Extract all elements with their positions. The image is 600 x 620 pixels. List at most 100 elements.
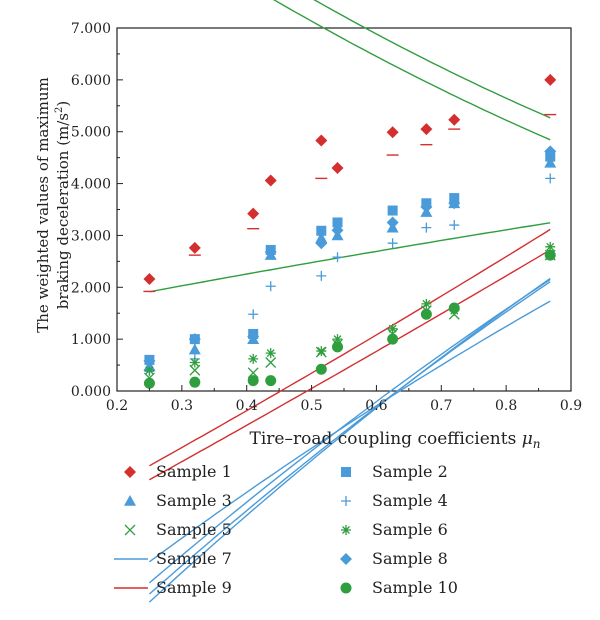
data-point-sample-6 (316, 346, 327, 357)
legend-item-sample-4: Sample 4 (341, 491, 448, 510)
fit-curve (148, 277, 551, 603)
data-point-sample-8 (247, 330, 260, 343)
y-tick-label: 0.000 (71, 384, 111, 400)
legend-marker (341, 525, 351, 535)
data-point-sample-8 (386, 216, 399, 229)
data-point-sample-4 (449, 220, 460, 231)
data-point-sample-10 (332, 341, 344, 353)
legend-label: Sample 3 (156, 491, 232, 510)
data-point-sample-10 (544, 249, 556, 261)
data-point-sample-6 (387, 323, 398, 334)
x-tick-label: 0.2 (106, 398, 128, 414)
data-point-sample-6 (421, 298, 432, 309)
x-tick-label: 0.7 (430, 398, 452, 414)
data-point-sample-1 (143, 272, 156, 285)
data-point-sample-8 (264, 246, 277, 259)
legend-label: Sample 8 (372, 549, 448, 568)
data-point-sample-8 (331, 224, 344, 237)
data-point-sample-1 (448, 113, 461, 126)
data-point-sample-1 (188, 241, 201, 254)
legend-marker (341, 496, 351, 506)
legend-label: Sample 4 (372, 491, 448, 510)
y-tick-label: 5.000 (71, 125, 111, 141)
x-axis-title-text: Tire–road coupling coefficients (250, 429, 517, 449)
legend-item-sample-2: Sample 2 (341, 462, 448, 481)
data-point-sample-4 (421, 222, 432, 233)
data-point-sample-10 (247, 375, 259, 387)
data-point-sample-1 (544, 73, 557, 86)
data-point-sample-1 (264, 174, 277, 187)
x-axis-title-symbol: μ (522, 429, 533, 449)
legend-item-sample-8: Sample 8 (340, 549, 448, 568)
y-axis-title-line-1: The weighted values of maximum (34, 77, 52, 332)
data-point-sample-1 (420, 123, 433, 136)
legend-item-sample-5: Sample 5 (124, 520, 232, 539)
fit-curve (148, 278, 551, 584)
legend-label: Sample 2 (372, 462, 448, 481)
y-tick-label: 2.000 (71, 280, 111, 296)
data-point-sample-10 (420, 308, 432, 320)
data-point-sample-6 (189, 357, 200, 368)
x-tick-label: 0.9 (560, 398, 582, 414)
legend-item-sample-6: Sample 6 (341, 520, 448, 539)
data-point-sample-1 (386, 126, 399, 139)
data-point-sample-1 (315, 134, 328, 147)
legend-marker (124, 466, 136, 478)
data-point-sample-1 (331, 162, 344, 175)
data-point-sample-4 (332, 252, 343, 263)
legend-label: Sample 9 (156, 578, 232, 597)
y-tick-label: 4.000 (71, 177, 111, 193)
x-tick-label: 0.4 (236, 398, 258, 414)
plot-area (116, 0, 572, 603)
x-tick-label: 0.3 (171, 398, 193, 414)
x-tick-label: 0.5 (300, 398, 322, 414)
y-axis-title-line-2: braking deceleration (m/s2) (54, 101, 72, 310)
legend-item-sample-9: Sample 9 (114, 578, 232, 597)
fit-curve (313, 0, 551, 119)
data-point-sample-8 (420, 200, 433, 213)
data-point-sample-4 (265, 281, 276, 292)
data-point-sample-5 (247, 367, 259, 379)
legend-marker (340, 582, 352, 594)
legend-item-sample-3: Sample 3 (124, 491, 232, 510)
fit-curve (149, 222, 551, 293)
legend-label: Sample 5 (156, 520, 232, 539)
x-axis-title-subscript: n (533, 437, 541, 451)
data-point-sample-5 (189, 364, 201, 376)
fit-curve (148, 281, 551, 595)
data-point-sample-10 (265, 375, 277, 387)
y-tick-label: 7.000 (71, 21, 111, 37)
data-point-sample-4 (545, 173, 556, 184)
legend-label: Sample 1 (156, 462, 232, 481)
data-point-sample-10 (387, 333, 399, 345)
plot-frame (116, 27, 572, 392)
data-point-sample-6 (332, 334, 343, 345)
legend-label: Sample 6 (372, 520, 448, 539)
legend-item-sample-7: Sample 7 (114, 549, 232, 568)
data-point-sample-8 (143, 354, 156, 367)
data-point-sample-5 (265, 357, 277, 368)
data-point-sample-10 (315, 363, 327, 375)
data-point-sample-8 (448, 197, 461, 210)
data-point-sample-4 (248, 309, 259, 320)
fit-curve (148, 300, 551, 563)
y-axis-title-line-2-main: braking deceleration (m/s (54, 113, 72, 309)
data-point-sample-2 (316, 225, 327, 236)
data-point-sample-1 (247, 207, 260, 220)
legend-label: Sample 7 (156, 549, 232, 568)
legend-label: Sample 10 (372, 578, 458, 597)
legend-item-sample-10: Sample 10 (340, 578, 458, 597)
data-point-sample-10 (143, 377, 155, 389)
x-axis: 0.2 0.3 0.4 0.5 0.6 0.7 0.8 0.9 (106, 385, 582, 414)
data-point-sample-6 (144, 365, 155, 376)
fit-curve (272, 0, 551, 141)
legend-marker (124, 495, 136, 506)
y-axis-title-superscript: 2 (54, 107, 65, 113)
data-point-sample-8 (315, 237, 328, 250)
data-point-sample-2 (332, 217, 343, 228)
data-point-sample-6 (265, 348, 276, 359)
legend-marker (341, 467, 351, 477)
data-point-sample-4 (316, 270, 327, 281)
data-point-sample-2 (387, 205, 398, 216)
